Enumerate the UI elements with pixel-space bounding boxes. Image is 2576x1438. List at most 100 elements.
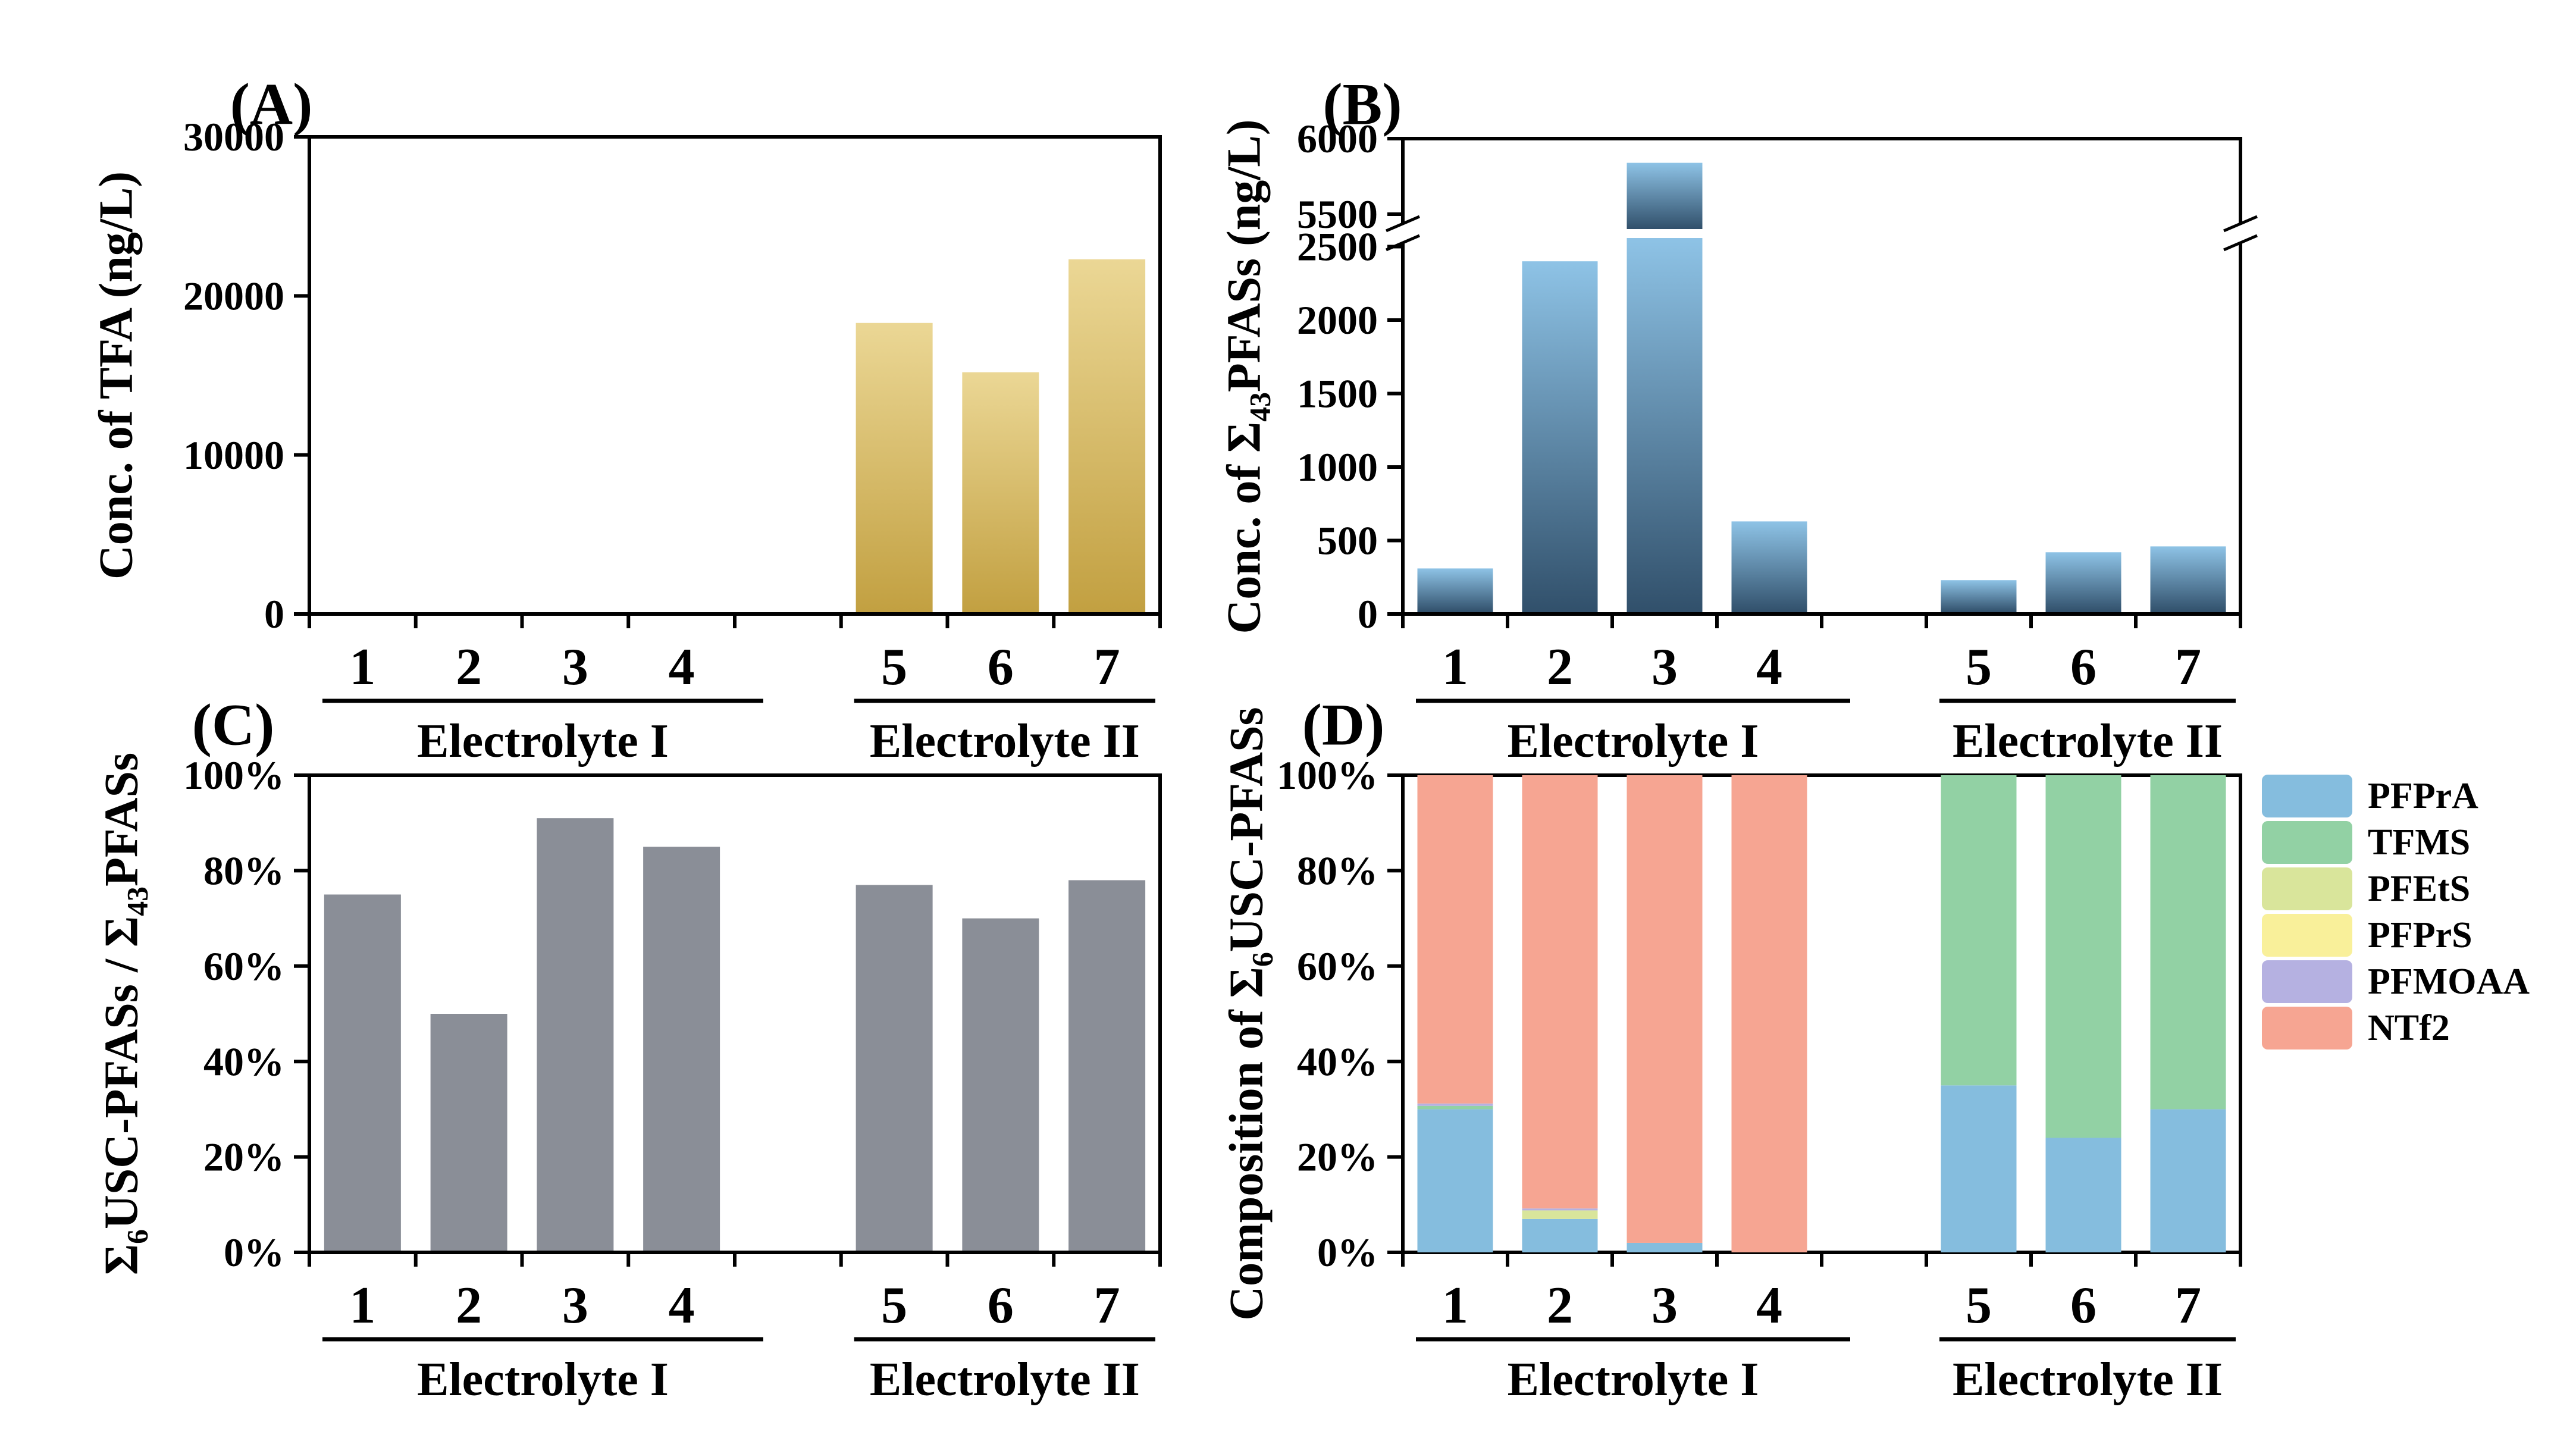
y-title-subscript: 6 (1246, 952, 1279, 967)
legend-swatch-tfms-icon (2262, 821, 2352, 864)
legend-label-ntf2: NTf2 (2368, 1007, 2450, 1048)
bar-A-5 (855, 322, 933, 612)
axis-break-slash (1386, 234, 1420, 252)
panel-B-cat-label-6: 6 (2070, 638, 2096, 696)
y-axis-title-a: Conc. of TFA (ng/L) (90, 171, 144, 579)
panel-A-cat-label-4: 4 (669, 638, 695, 696)
bar-B-5 (1941, 580, 2017, 612)
panel-A-cat-label-3: 3 (562, 638, 588, 696)
panel-C-cat-label-3: 3 (562, 1277, 588, 1334)
bar-segment-D-7-PFPrA (2150, 1109, 2226, 1252)
panel-D-group-caption: Electrolyte I (1508, 1354, 1759, 1406)
panel-D-cat-label-6: 6 (2070, 1277, 2096, 1334)
bar-B-3-lower (1627, 238, 1703, 612)
panel-B-ytick-label: 1000 (1297, 444, 1378, 490)
axis-break-gap (2237, 224, 2244, 243)
legend: PFPrA TFMS PFEtS PFPrS PFMOAA NTf2 (2262, 775, 2530, 1053)
legend-swatch-pfpra-icon (2262, 775, 2352, 817)
legend-label-pfpra: PFPrA (2368, 775, 2478, 816)
bar-B-3-upper (1627, 162, 1703, 229)
y-axis-title-b: Conc. of Σ43PFASs (ng/L) (1218, 119, 1277, 634)
panel-B-ytick-label: 2000 (1297, 297, 1378, 343)
panel-D-cat-label-3: 3 (1651, 1277, 1678, 1334)
y-axis-title-c: Σ6USC-PFASs / Σ43PFASs (95, 752, 154, 1275)
bar-segment-D-3-PFPrA (1627, 1242, 1703, 1252)
panel-C-cat-label-7: 7 (1094, 1277, 1120, 1334)
legend-swatch-pfets-icon (2262, 867, 2352, 910)
bar-A-6 (962, 372, 1039, 612)
y-title-subscript: 6 (121, 1229, 154, 1244)
y-title-text: Conc. of Σ (1218, 421, 1271, 634)
axis-break-gap (1399, 224, 1406, 243)
bar-segment-D-3-NTf2 (1627, 775, 1703, 1243)
legend-swatch-ntf2-icon (2262, 1007, 2352, 1049)
panel-D-ytick-label: 80% (1297, 848, 1378, 894)
panel-C-ytick-label: 40% (203, 1039, 284, 1084)
panel-C-ytick-label: 20% (203, 1135, 284, 1180)
bar-C-6 (962, 918, 1039, 1251)
axis-break-slash (1386, 215, 1420, 233)
y-title-text: USC-PFASs / Σ (95, 916, 148, 1230)
axis-break-slash (2223, 234, 2258, 252)
bar-C-1 (324, 894, 401, 1251)
y-axis-title-d: Composition of Σ6USC-PFASs (1220, 707, 1279, 1320)
panel-B-ytick-label: 6000 (1297, 116, 1378, 161)
y-title-text: PFASs (ng/L) (1218, 119, 1271, 393)
legend-swatch-pfprs-icon (2262, 914, 2352, 957)
panel-C-ytick-label: 100% (183, 753, 284, 798)
panel-A-group-caption: Electrolyte II (870, 715, 1140, 767)
bar-B-1 (1417, 568, 1493, 612)
panel-B-cat-label-2: 2 (1547, 638, 1573, 696)
axis-break-slash (2223, 215, 2258, 233)
panel-D-ytick-label: 20% (1297, 1135, 1378, 1180)
panel-C-group-caption: Electrolyte II (870, 1354, 1140, 1406)
panel-C-group-caption: Electrolyte I (417, 1354, 669, 1406)
bar-segment-D-6-PFPrA (2045, 1138, 2121, 1252)
panel-C-cat-label-1: 1 (349, 1277, 375, 1334)
panel-A-ytick-label: 0 (264, 591, 284, 637)
panel-C-cat-label-5: 5 (881, 1277, 907, 1334)
bar-segment-D-5-TFMS (1941, 775, 2017, 1086)
panel-D-ytick-label: 40% (1297, 1039, 1378, 1084)
bar-B-7 (2150, 546, 2226, 612)
legend-label-pfets: PFEtS (2368, 868, 2471, 909)
panel-B-cat-label-4: 4 (1756, 638, 1782, 696)
panel-B-cat-label-1: 1 (1442, 638, 1468, 696)
panel-C-cat-label-6: 6 (988, 1277, 1014, 1334)
panel-D-cat-label-4: 4 (1756, 1277, 1782, 1334)
panel-label-b: (B) (1323, 71, 1402, 137)
legend-label-tfms: TFMS (2368, 822, 2471, 863)
panel-D-ytick-label: 0% (1317, 1230, 1378, 1275)
panel-C-cat-label-4: 4 (669, 1277, 695, 1334)
bar-segment-D-5-PFPrA (1941, 1085, 2017, 1252)
panel-C-ytick-label: 0% (224, 1230, 284, 1275)
panel-label-d: (D) (1302, 691, 1385, 758)
panel-A-ytick-label: 20000 (183, 273, 284, 318)
panel-C-ytick-label: 60% (203, 944, 284, 989)
y-title-subscript: 43 (121, 886, 154, 916)
panel-A-cat-label-7: 7 (1094, 638, 1120, 696)
bar-segment-D-7-TFMS (2150, 775, 2226, 1110)
bar-segment-D-1-PFMOAA (1417, 1103, 1493, 1106)
legend-item-pfmoaa: PFMOAA (2262, 960, 2530, 1003)
panel-B-group-caption: Electrolyte I (1508, 715, 1759, 767)
bar-segment-D-1-NTf2 (1417, 775, 1493, 1104)
panel-C-ytick-label: 80% (203, 848, 284, 894)
panel-B-ytick-label: 5500 (1297, 192, 1378, 237)
panel-C-cat-label-2: 2 (456, 1277, 482, 1334)
bar-segment-D-2-PFMOAA (1522, 1208, 1598, 1211)
panel-A-group-caption: Electrolyte I (417, 715, 669, 767)
y-title-subscript: 43 (1243, 392, 1277, 422)
panel-label-c: (C) (192, 691, 275, 758)
panel-A-cat-label-1: 1 (349, 638, 375, 696)
panel-D-group-caption: Electrolyte II (1953, 1354, 2223, 1406)
bar-C-3 (537, 818, 614, 1251)
bar-C-2 (430, 1014, 507, 1251)
bar-segment-D-4-NTf2 (1731, 775, 1807, 1252)
legend-item-pfprs: PFPrS (2262, 914, 2530, 957)
legend-item-ntf2: NTf2 (2262, 1007, 2530, 1049)
y-title-text: Conc. of TFA (ng/L) (90, 171, 143, 579)
y-title-text: PFASs (95, 752, 148, 887)
panel-A-ytick-label: 10000 (183, 433, 284, 478)
